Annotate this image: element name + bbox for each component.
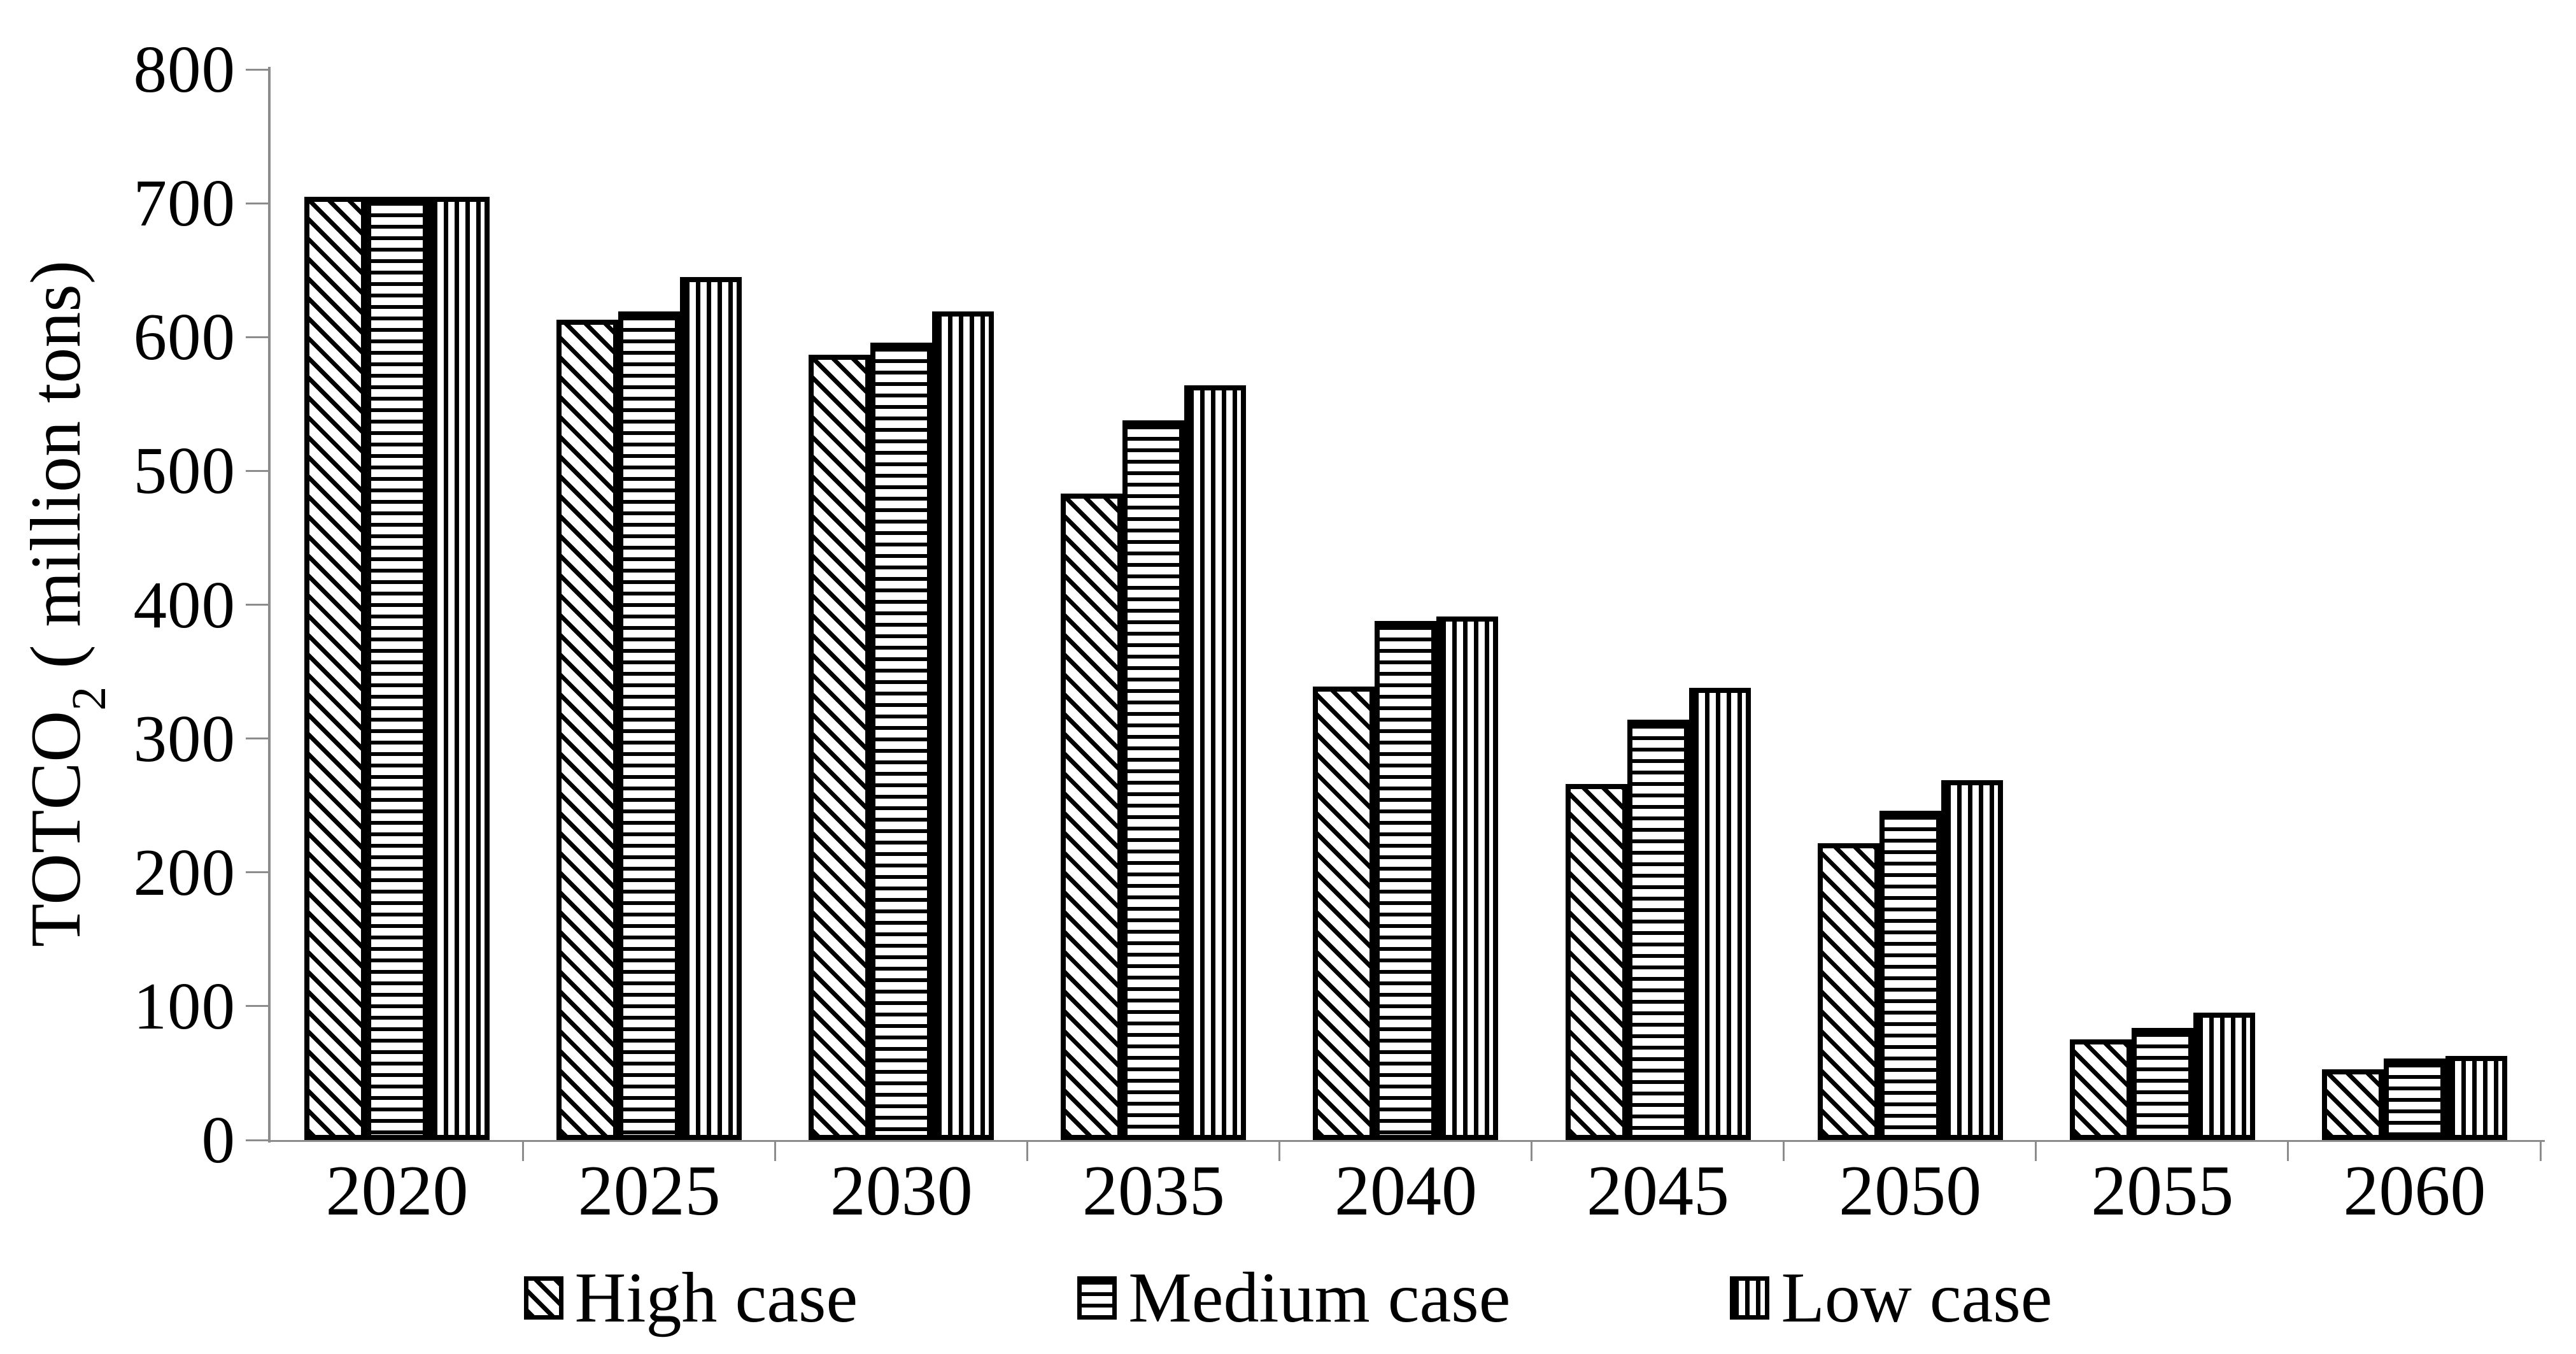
x-axis-label-2045: 2045: [1587, 1151, 1730, 1230]
legend-item-low-case: Low case: [1730, 1262, 2052, 1334]
bar-high-case-2050: [1817, 843, 1879, 1140]
y-tick-label-300: 300: [133, 701, 236, 776]
x-axis-label-2025: 2025: [577, 1151, 721, 1230]
y-tick-mark-0: [246, 1139, 271, 1141]
bar-high-case-2030: [809, 354, 871, 1140]
x-axis-boundary-tick-1: [521, 1142, 524, 1161]
x-axis-boundary-tick-9: [2539, 1142, 2542, 1161]
bar-medium-case-2050: [1879, 811, 1941, 1140]
legend-item-medium-case: Medium case: [1077, 1262, 1510, 1334]
y-tick-mark-600: [246, 336, 271, 338]
bar-high-case-2035: [1061, 494, 1123, 1140]
bar-low-case-2050: [1941, 780, 2003, 1140]
y-tick-label-600: 600: [133, 299, 236, 374]
y-tick-mark-200: [246, 871, 271, 874]
bar-medium-case-2020: [366, 196, 428, 1140]
bar-high-case-2055: [2069, 1039, 2132, 1140]
legend-swatch-medium-case-icon: [1077, 1276, 1117, 1320]
bar-low-case-2055: [2193, 1013, 2255, 1140]
bar-low-case-2045: [1688, 687, 1751, 1140]
y-tick-mark-800: [246, 68, 271, 71]
x-axis-label-2030: 2030: [830, 1151, 973, 1230]
bar-low-case-2025: [680, 276, 742, 1140]
x-axis-boundary-tick-4: [1278, 1142, 1280, 1161]
y-tick-mark-500: [246, 469, 271, 472]
y-tick-mark-400: [246, 604, 271, 606]
legend-swatch-high-case-icon: [523, 1276, 563, 1320]
legend: High case Medium case Low case: [0, 1262, 2576, 1334]
bar-low-case-2060: [2445, 1055, 2507, 1140]
bar-low-case-2040: [1436, 616, 1499, 1140]
bar-low-case-2035: [1184, 385, 1247, 1140]
x-axis-line: [268, 1140, 2545, 1142]
x-axis-label-2035: 2035: [1082, 1151, 1225, 1230]
bar-group-2060: [2288, 1055, 2541, 1140]
y-tick-mark-100: [246, 1005, 271, 1008]
bar-high-case-2025: [556, 319, 619, 1140]
y-tick-label-100: 100: [133, 968, 236, 1043]
y-tick-label-700: 700: [133, 166, 236, 241]
x-axis-boundary-tick-8: [2287, 1142, 2289, 1161]
bar-medium-case-2045: [1627, 720, 1689, 1140]
bar-group-2030: [775, 311, 1028, 1140]
x-axis-boundary-tick-5: [1531, 1142, 1533, 1161]
bar-medium-case-2055: [2131, 1027, 2193, 1140]
legend-label-high-case: High case: [574, 1258, 858, 1337]
y-tick-label-0: 0: [201, 1102, 236, 1177]
x-axis-label-2050: 2050: [1839, 1151, 1982, 1230]
bar-high-case-2060: [2321, 1069, 2384, 1140]
x-axis-label-2040: 2040: [1334, 1151, 1477, 1230]
bar-group-2025: [523, 276, 775, 1140]
y-tick-label-800: 800: [133, 32, 236, 106]
bar-high-case-2045: [1565, 784, 1627, 1140]
bar-group-2045: [1532, 687, 1785, 1140]
bar-medium-case-2025: [618, 311, 681, 1140]
x-axis-label-2020: 2020: [325, 1151, 469, 1230]
plot-area: [271, 69, 2540, 1140]
x-axis-boundary-tick-2: [774, 1142, 776, 1161]
bar-low-case-2020: [428, 196, 490, 1140]
x-axis-boundary-tick-6: [1783, 1142, 1785, 1161]
y-tick-mark-700: [246, 202, 271, 204]
bar-group-2040: [1279, 616, 1532, 1140]
bar-group-2055: [2036, 1013, 2289, 1140]
y-tick-label-500: 500: [133, 433, 236, 508]
y-tick-mark-300: [246, 738, 271, 740]
x-axis-boundary-tick-7: [2035, 1142, 2037, 1161]
x-axis-label-2055: 2055: [2091, 1151, 2234, 1230]
bar-medium-case-2060: [2383, 1058, 2445, 1140]
bar-high-case-2020: [304, 196, 366, 1140]
bar-group-2035: [1027, 385, 1280, 1140]
bar-medium-case-2030: [870, 342, 933, 1140]
x-axis-label-2060: 2060: [2343, 1151, 2486, 1230]
legend-item-high-case: High case: [523, 1258, 858, 1337]
bar-medium-case-2040: [1375, 620, 1437, 1140]
bar-group-2020: [271, 196, 523, 1140]
bar-high-case-2040: [1313, 686, 1375, 1140]
legend-label-medium-case: Medium case: [1128, 1258, 1511, 1337]
bar-medium-case-2035: [1122, 420, 1185, 1140]
y-tick-label-200: 200: [133, 834, 236, 909]
legend-label-low-case: Low case: [1781, 1258, 2053, 1337]
x-axis-boundary-tick-3: [1026, 1142, 1028, 1161]
y-tick-label-400: 400: [133, 567, 236, 642]
bar-group-2050: [1784, 780, 2037, 1140]
bar-low-case-2030: [932, 311, 994, 1140]
legend-swatch-low-case-icon: [1730, 1276, 1770, 1320]
